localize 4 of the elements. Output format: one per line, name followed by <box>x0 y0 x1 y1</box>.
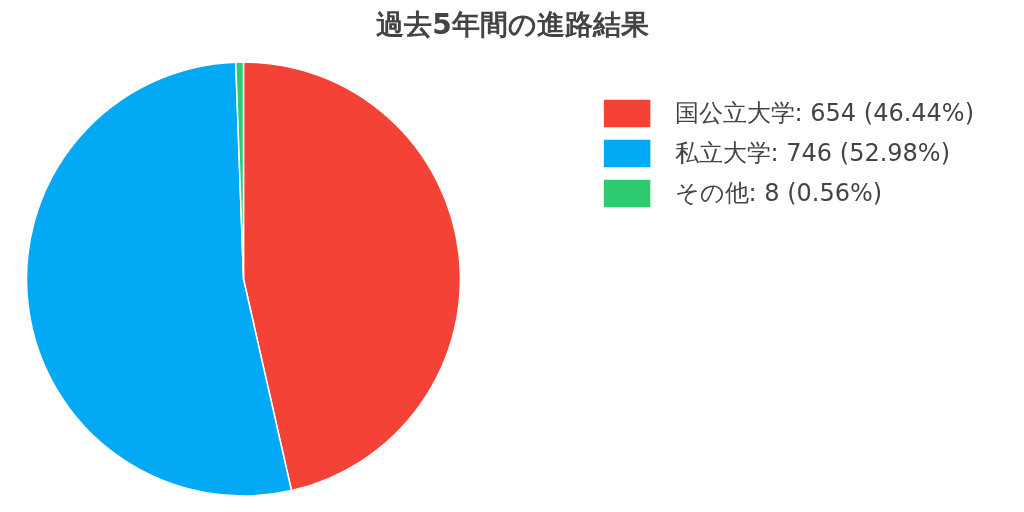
legend-label: 私立大学: 746 (52.98%) <box>674 138 950 169</box>
chart-title: 過去5年間の進路結果 <box>376 7 649 41</box>
legend-label: 国公立大学: 654 (46.44%) <box>674 98 974 129</box>
legend-label: その他: 8 (0.56%) <box>674 178 883 209</box>
